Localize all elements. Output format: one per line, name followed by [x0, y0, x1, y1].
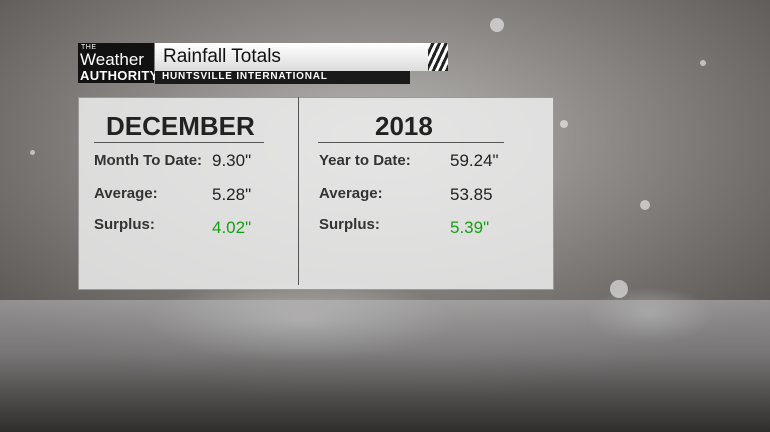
wet-surface	[0, 300, 770, 432]
raindrop	[30, 150, 35, 155]
year-surplus-label: Surplus:	[319, 216, 380, 233]
month-surplus-label: Surplus:	[94, 216, 155, 233]
subtitle-bar: HUNTSVILLE INTERNATIONAL	[155, 71, 410, 84]
month-average-label: Average:	[94, 185, 158, 202]
month-to-date-value: 9.30"	[212, 151, 252, 170]
logo-the: THE	[81, 44, 97, 51]
raindrop	[560, 120, 568, 128]
year-heading-underline	[318, 142, 504, 143]
year-average-label: Average:	[319, 185, 383, 202]
logo-weather: Weather	[80, 50, 144, 69]
month-average-value: 5.28"	[212, 185, 252, 204]
month-surplus-value: 4.02"	[212, 218, 252, 237]
location-subtitle: HUNTSVILLE INTERNATIONAL	[162, 71, 328, 82]
raindrop	[490, 18, 504, 32]
month-heading-underline	[94, 142, 264, 143]
totals-panel	[78, 97, 554, 290]
logo-authority: AUTHORITY	[80, 68, 159, 83]
month-to-date-label: Month To Date:	[94, 152, 203, 169]
month-heading: DECEMBER	[106, 111, 255, 141]
raindrop	[610, 280, 628, 298]
raindrop	[640, 200, 650, 210]
title-stripe-decoration	[428, 43, 448, 71]
title-bar: Rainfall Totals	[155, 43, 445, 71]
year-average-value: 53.85	[450, 185, 493, 204]
year-to-date-label: Year to Date:	[319, 152, 411, 169]
weather-authority-logo: THE Weather AUTHORITY	[78, 43, 158, 83]
raindrop	[700, 60, 706, 66]
year-surplus-value: 5.39"	[450, 218, 490, 237]
year-heading: 2018	[375, 111, 433, 141]
page-title: Rainfall Totals	[163, 46, 281, 67]
column-divider	[298, 97, 299, 285]
year-to-date-value: 59.24"	[450, 151, 499, 170]
